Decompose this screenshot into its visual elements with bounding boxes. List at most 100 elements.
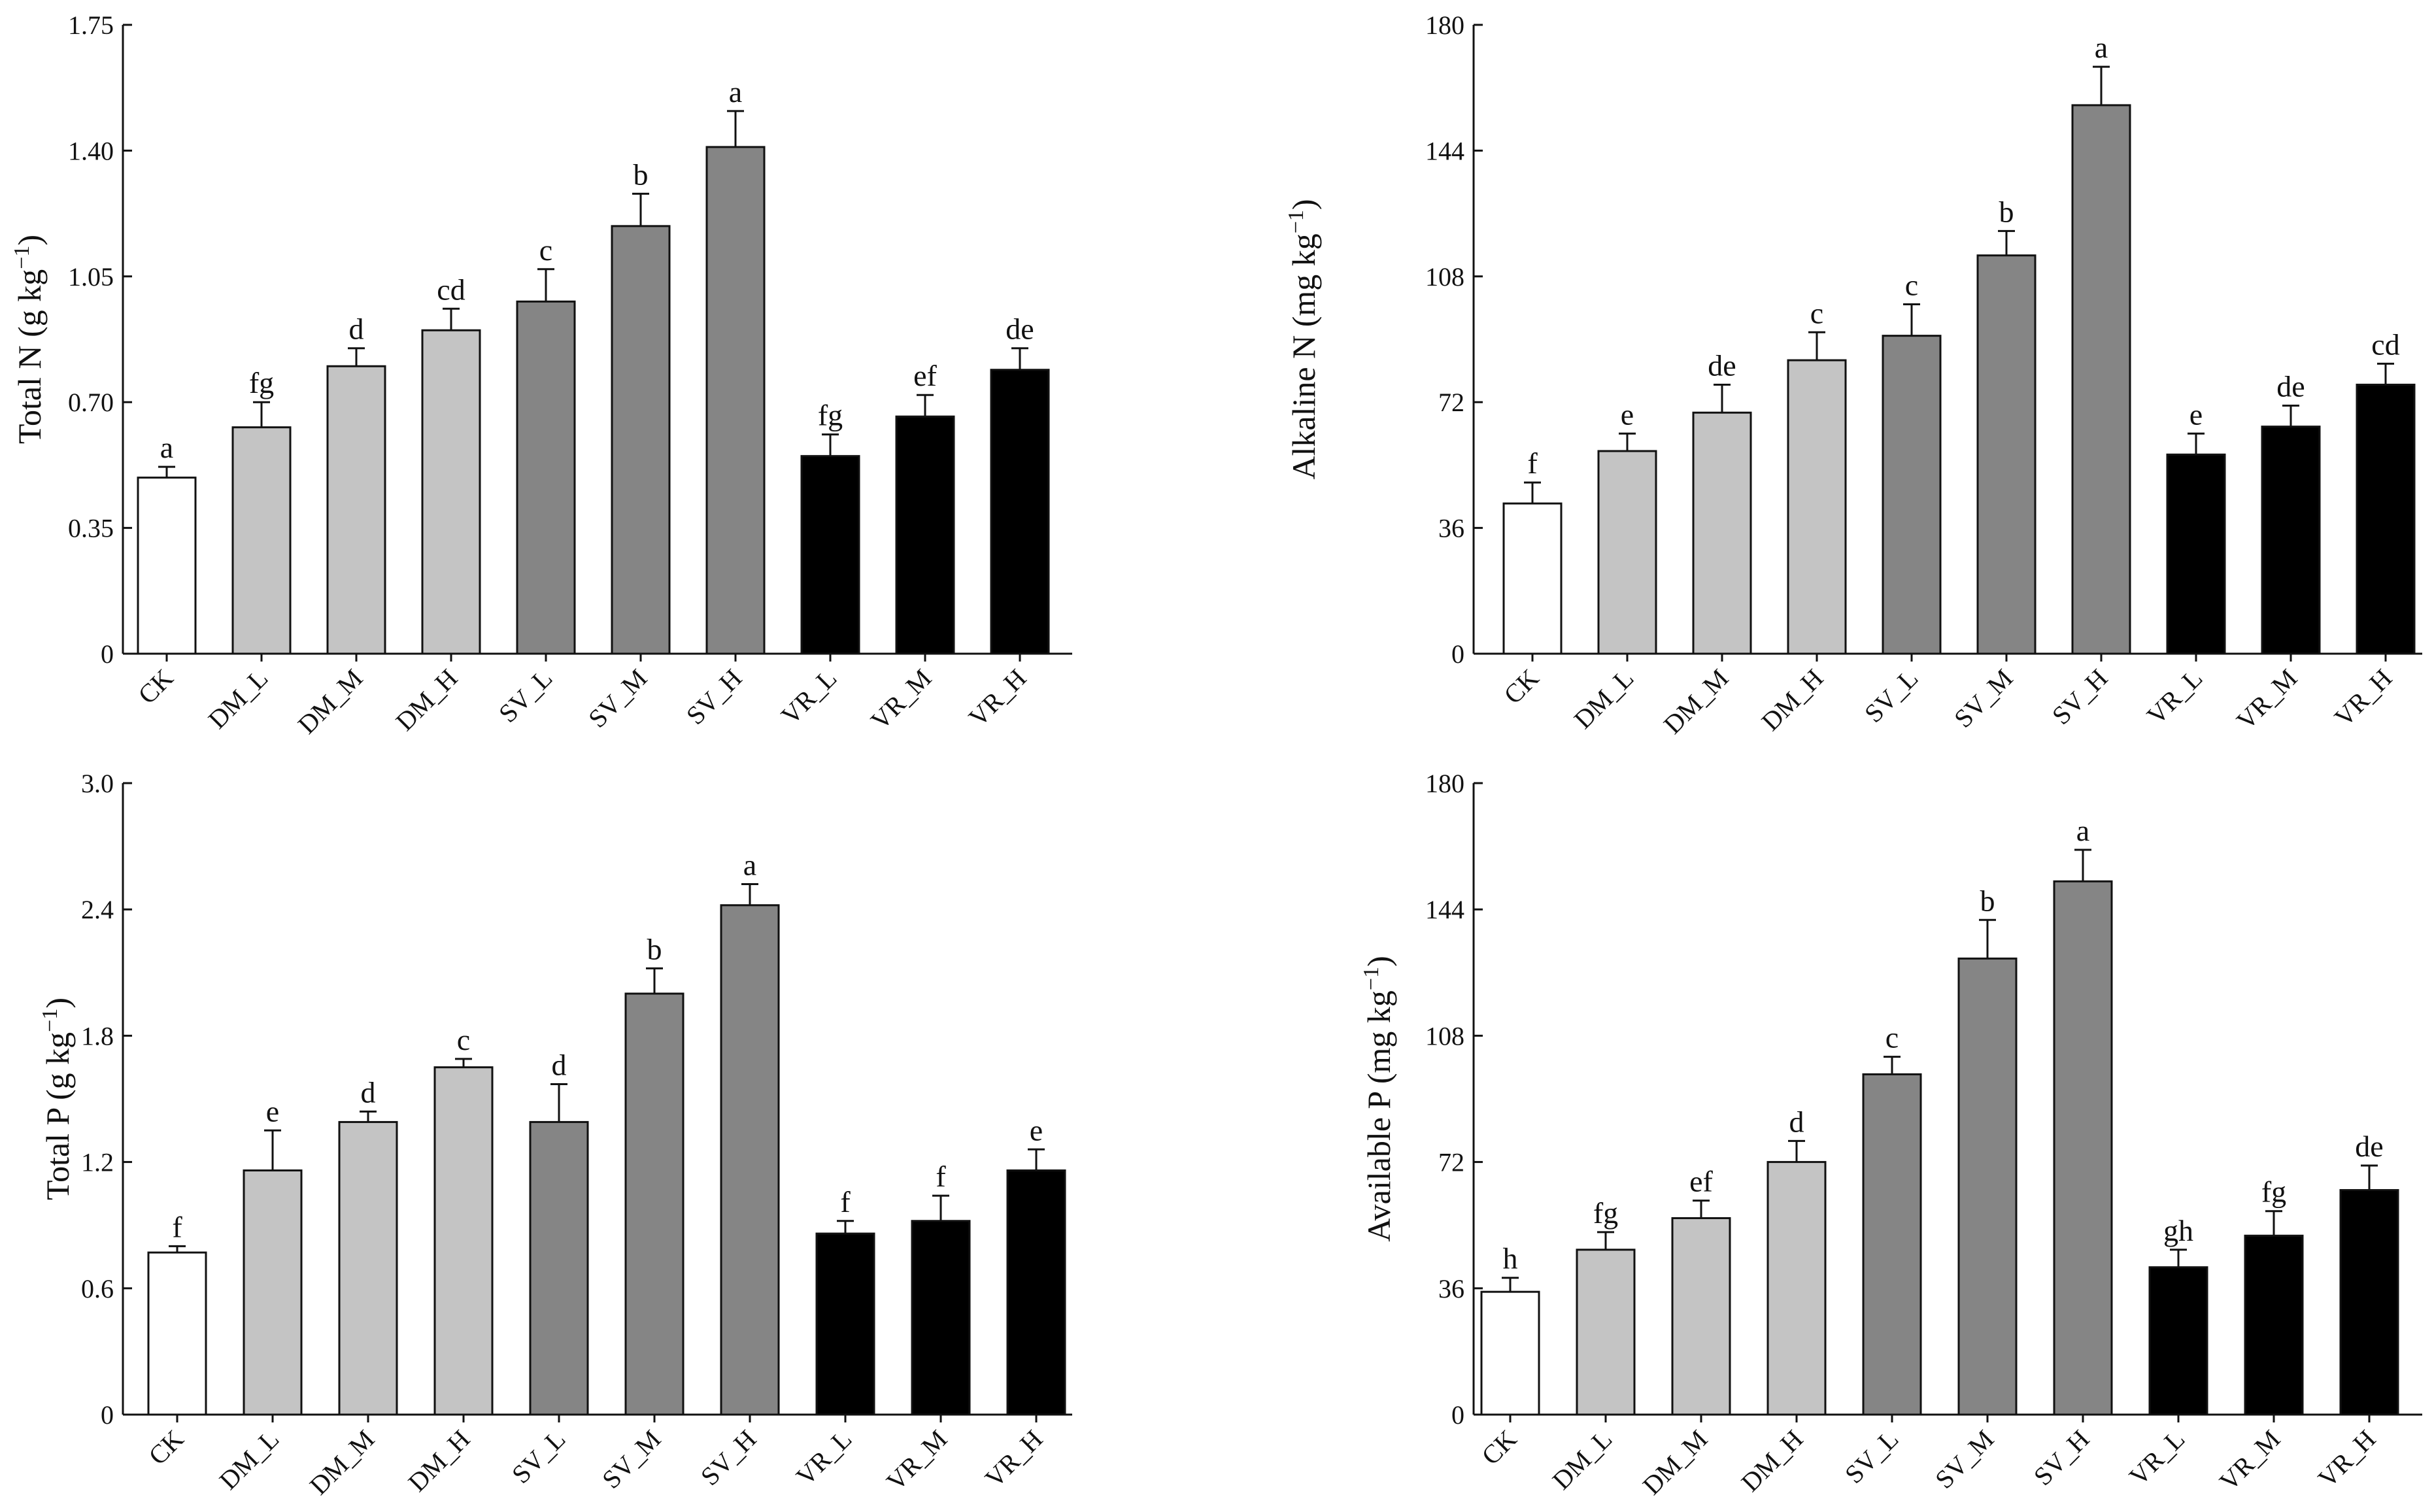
y-tick-label: 36 xyxy=(1438,1274,1464,1303)
error-bar xyxy=(917,394,934,417)
y-axis-label: Alkaline N (mg kg−1) xyxy=(1284,199,1322,479)
y-tick-label: 180 xyxy=(1425,10,1464,40)
error-bar xyxy=(2188,432,2205,455)
bar xyxy=(231,426,292,655)
category-label: DM_L xyxy=(214,1424,285,1496)
significance-letter: fg xyxy=(2261,1175,2286,1209)
significance-letter: b xyxy=(647,932,662,966)
significance-letter: e xyxy=(1621,397,1634,431)
significance-letter: a xyxy=(729,75,742,109)
error-bar xyxy=(1808,331,1825,361)
error-bar xyxy=(1619,432,1636,452)
bar xyxy=(705,146,766,655)
significance-letter: c xyxy=(457,1023,470,1056)
error-bar xyxy=(1011,347,1028,370)
error-bar xyxy=(550,1083,567,1122)
significance-letter: c xyxy=(1905,269,1918,302)
bar xyxy=(911,1220,971,1416)
bar xyxy=(1957,957,2018,1416)
significance-letter: b xyxy=(1999,195,2014,228)
significance-letter: cd xyxy=(437,273,465,306)
bar xyxy=(516,300,576,655)
y-tick-label: 0.6 xyxy=(81,1274,114,1303)
error-bar xyxy=(455,1058,472,1067)
error-bar xyxy=(169,1245,186,1253)
chart-total-n: 0 0.35 0.70 1.05 1.40 1.75 Total N (g kg−1) a CK… xyxy=(10,10,1072,739)
significance-letter: fg xyxy=(818,399,843,432)
category-label: DM_H xyxy=(1755,664,1829,737)
category-label: CK xyxy=(1498,663,1544,709)
error-bar xyxy=(1998,229,2015,256)
bar xyxy=(2166,453,2226,655)
category-label: SV_L xyxy=(1859,664,1923,728)
category-label: CK xyxy=(143,1424,189,1470)
bar xyxy=(1576,1249,1636,1416)
bar xyxy=(720,904,780,1416)
bar xyxy=(421,329,481,655)
error-bar xyxy=(2170,1249,2187,1268)
y-tick-label: 108 xyxy=(1425,1021,1464,1050)
bar xyxy=(1882,335,1942,655)
bar xyxy=(2356,383,2416,655)
bar xyxy=(147,1251,207,1416)
y-tick-label: 72 xyxy=(1438,388,1464,417)
y-tick-label: 144 xyxy=(1425,895,1464,924)
category-label: VR_M xyxy=(2231,664,2303,735)
category-label: DM_H xyxy=(1735,1424,1808,1498)
bar xyxy=(2053,880,2113,1416)
y-axis-label: Total N (g kg−1) xyxy=(10,235,48,444)
category-label: SV_M xyxy=(1929,1424,1999,1494)
category-label: VR_H xyxy=(963,664,1032,733)
category-label: VR_H xyxy=(2312,1424,2382,1494)
category-label: CK xyxy=(132,663,178,709)
bar xyxy=(529,1120,589,1416)
category-label: VR_M xyxy=(881,1424,953,1496)
bar xyxy=(2244,1234,2304,1416)
y-tick-label: 180 xyxy=(1425,769,1464,798)
category-label: VR_H xyxy=(979,1424,1049,1494)
category-label: SV_L xyxy=(493,664,558,728)
y-tick-label: 3.0 xyxy=(81,769,114,798)
bar xyxy=(1787,359,1847,655)
bar xyxy=(243,1169,303,1416)
bar xyxy=(2339,1189,2399,1416)
error-bar xyxy=(2377,362,2394,385)
bar xyxy=(1480,1290,1540,1416)
y-tick-label: 0 xyxy=(101,639,114,669)
significance-letter: d xyxy=(361,1075,376,1109)
bar xyxy=(1976,254,2037,655)
significance-letter: a xyxy=(2095,31,2108,64)
chart-alkaline-n: 0 36 72 108 144 180 Alkaline N (mg kg−1) f CK e DM… xyxy=(1284,10,2422,739)
error-bar xyxy=(2093,65,2110,105)
error-bar xyxy=(741,883,758,905)
error-bar xyxy=(2282,405,2299,427)
y-tick-label: 1.2 xyxy=(81,1148,114,1177)
error-bar xyxy=(1597,1231,1614,1250)
y-tick-label: 0.35 xyxy=(68,514,114,543)
error-bar xyxy=(1028,1148,1045,1171)
error-bar xyxy=(837,1220,854,1234)
category-label: VR_L xyxy=(790,1424,858,1492)
error-bar xyxy=(443,307,460,331)
category-label: SV_H xyxy=(681,664,748,731)
y-tick-label: 0 xyxy=(1451,1400,1464,1430)
significance-letter: d xyxy=(349,312,364,346)
bar xyxy=(800,455,860,655)
significance-letter: e xyxy=(266,1094,279,1128)
error-bar xyxy=(646,967,663,994)
significance-letter: c xyxy=(539,233,552,267)
significance-letter: fg xyxy=(249,366,274,399)
chart-total-p: 0 0.6 1.2 1.8 2.4 3.0 Total P (g kg−1) f CK e DM_L… xyxy=(38,769,1072,1500)
bar xyxy=(895,415,955,655)
bar xyxy=(1502,502,1563,655)
significance-letter: f xyxy=(840,1185,851,1218)
bar xyxy=(1597,450,1657,655)
significance-letter: a xyxy=(160,431,173,464)
bar xyxy=(433,1066,494,1416)
bar xyxy=(1006,1169,1066,1416)
y-tick-label: 1.75 xyxy=(68,10,114,40)
error-bar xyxy=(1524,481,1541,504)
significance-letter: gh xyxy=(2163,1214,2193,1247)
error-bar xyxy=(1788,1139,1805,1162)
significance-letter: de xyxy=(2276,370,2305,403)
